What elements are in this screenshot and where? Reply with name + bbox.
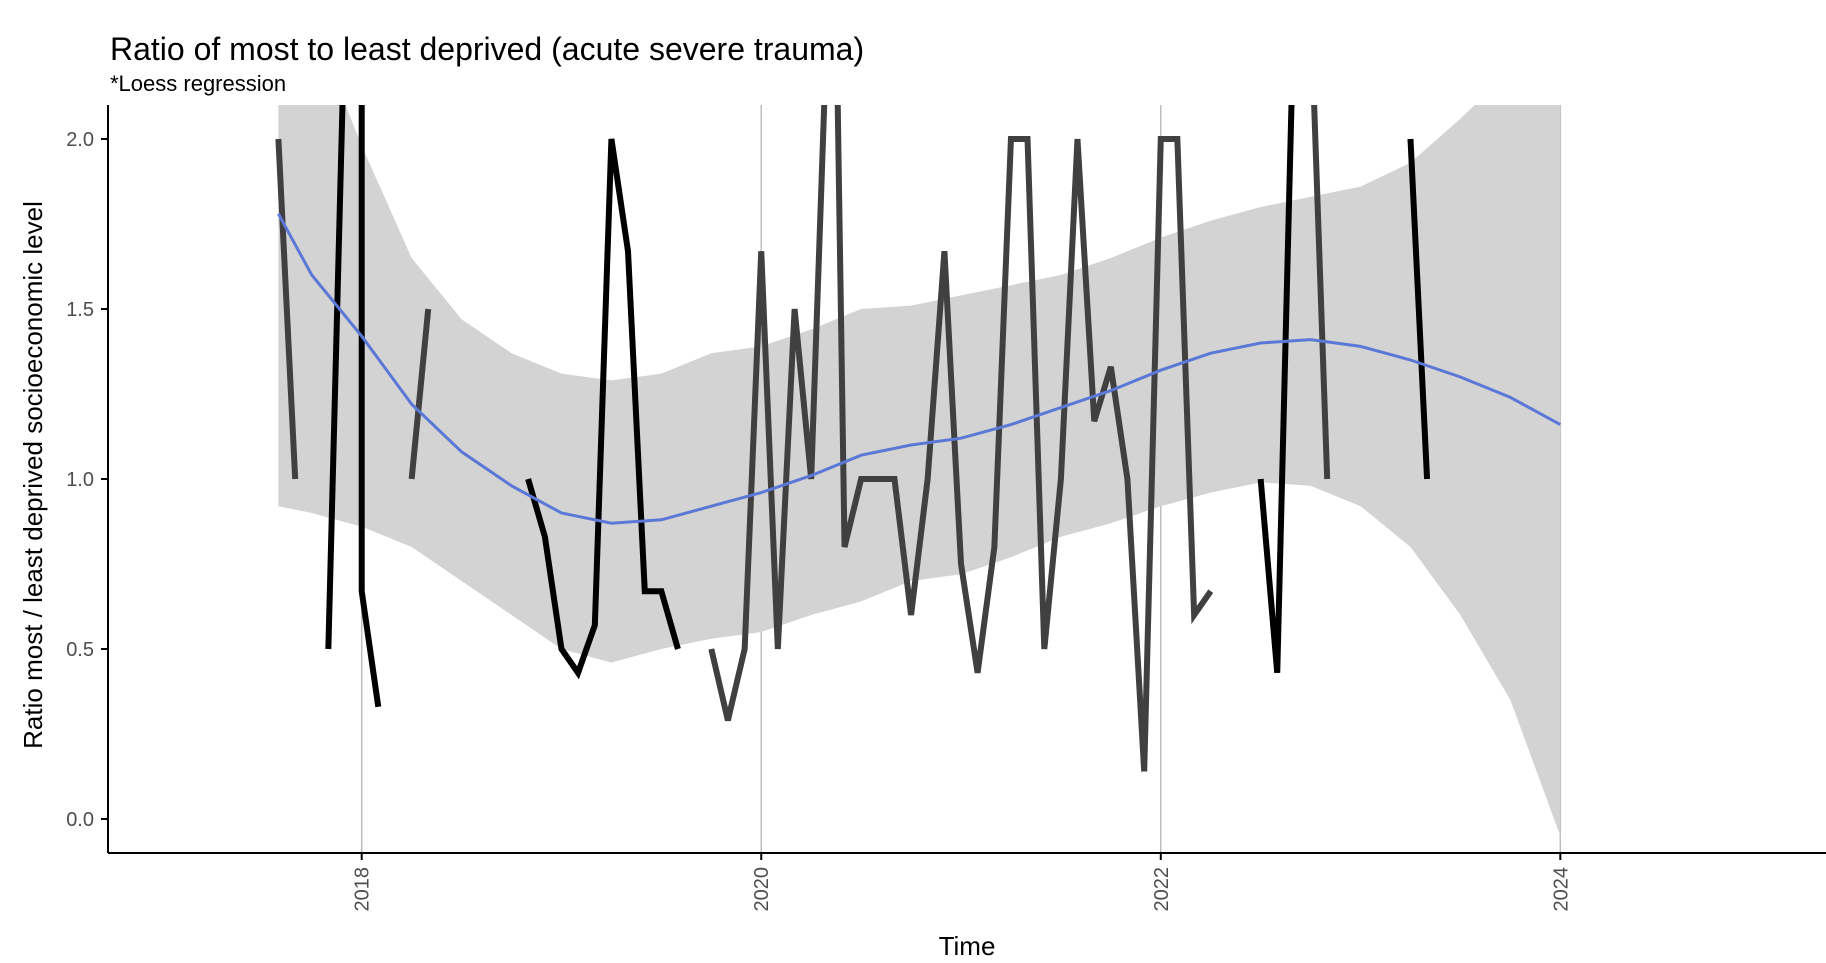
x-tick-label: 2020: [751, 867, 773, 912]
y-tick-label: 0.5: [66, 639, 94, 661]
loess-line-group: [277, 213, 1562, 525]
loess-line: [277, 213, 1562, 525]
series-line-segment: [275, 138, 299, 480]
axes: [101, 105, 1826, 860]
y-tick-labels: 0.0 0.5 1.0 1.5 2.0: [66, 129, 94, 831]
x-tick-labels: 2018 2020 2022 2024: [352, 867, 1573, 912]
chart-title: Ratio of most to least deprived (acute s…: [110, 31, 864, 67]
y-tick-label: 0.0: [66, 809, 94, 831]
y-tick-label: 1.0: [66, 469, 94, 491]
y-axis-label: Ratio most / least deprived socioeconomi…: [18, 201, 48, 749]
y-tick-label: 2.0: [66, 129, 94, 151]
series-line-segment: [1311, 105, 1331, 480]
series-line-segment: [325, 105, 382, 708]
series-line-segment: [408, 308, 432, 480]
series-line-segment: [1407, 138, 1431, 480]
chart-subtitle: *Loess regression: [110, 71, 286, 96]
y-tick-label: 1.5: [66, 299, 94, 321]
confidence-ribbon: [278, 105, 1561, 836]
confidence-ribbon-group: [278, 105, 1561, 836]
x-tick-label: 2022: [1151, 867, 1173, 912]
series-line-segment: [1257, 105, 1295, 674]
series-line-segment: [525, 138, 681, 680]
x-axis-label: Time: [939, 931, 996, 961]
series-line-segment: [708, 105, 1214, 772]
x-tick-label: 2024: [1550, 867, 1572, 912]
series-lines-group: [275, 105, 1431, 772]
x-tick-label: 2018: [352, 867, 374, 912]
